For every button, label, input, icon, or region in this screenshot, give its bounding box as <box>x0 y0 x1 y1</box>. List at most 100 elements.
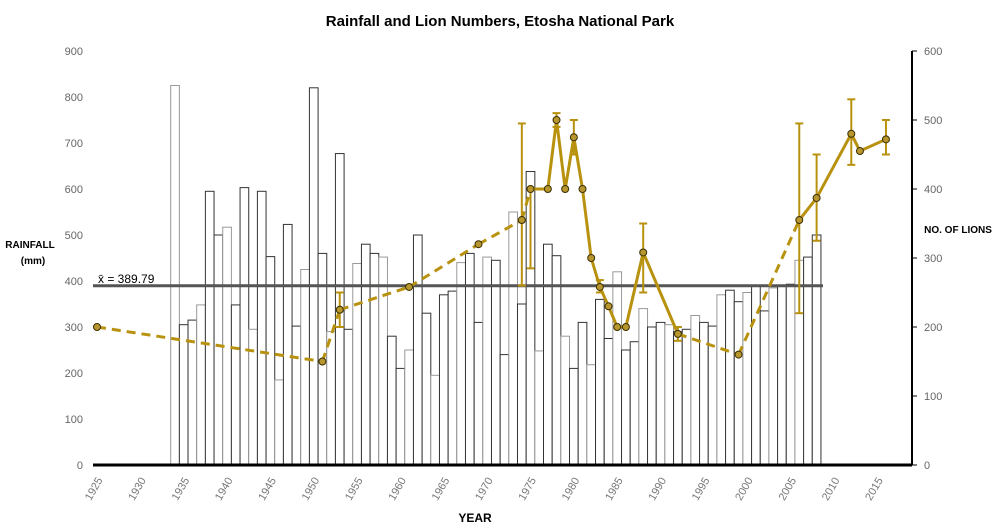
y-left-tick-label: 100 <box>65 414 83 426</box>
lion-point <box>552 116 561 124</box>
lion-line-segment <box>624 252 645 328</box>
rainfall-bar <box>178 324 189 466</box>
y-left-unit: (mm) <box>21 256 45 267</box>
x-tick-label: 1940 <box>213 476 236 503</box>
x-tick-label: 1930 <box>126 476 149 503</box>
rainfall-bar <box>595 298 605 466</box>
lion-line-segment <box>408 242 480 289</box>
rainfall-bar <box>733 301 744 466</box>
rainfall-bar <box>360 243 371 466</box>
rainfall-bar <box>352 263 362 466</box>
lion-line-segment <box>641 251 680 335</box>
rainfall-bar <box>204 190 215 466</box>
x-tick-label: 1995 <box>690 476 713 503</box>
rainfall-bar <box>655 321 666 466</box>
y-right-tick-label: 0 <box>924 460 930 472</box>
y-left-tick-label: 900 <box>65 46 83 58</box>
lion-point <box>795 216 804 225</box>
x-tick-label: 1985 <box>603 476 626 503</box>
rainfall-bar <box>690 315 701 466</box>
rainfall-bar <box>543 243 553 466</box>
rainfall-bar <box>785 283 796 466</box>
lion-point <box>621 323 630 331</box>
rainfall-bar <box>239 187 250 466</box>
y-right-label: NO. OF LIONS <box>924 225 992 236</box>
x-tick-label: 1960 <box>386 476 409 503</box>
x-tick-label: 1990 <box>647 476 670 503</box>
rainfall-bar <box>577 321 588 466</box>
lion-point <box>543 185 552 193</box>
lion-point <box>474 240 483 249</box>
lion-point <box>93 323 101 331</box>
rainfall-bar <box>621 349 631 466</box>
rainfall-bar <box>291 325 302 466</box>
rainfall-bar <box>170 85 180 466</box>
x-tick-label: 1945 <box>256 476 279 503</box>
lion-point <box>561 185 570 193</box>
y-left-tick-label: 300 <box>65 322 83 334</box>
lion-point <box>517 216 526 225</box>
lion-line-segment <box>798 197 818 221</box>
y-right-tick-label: 500 <box>924 115 942 127</box>
rainfall-bar <box>638 308 649 466</box>
lion-point <box>855 147 864 156</box>
x-tick-label: 1950 <box>300 476 323 503</box>
rainfall-bar <box>664 324 675 466</box>
rainfall-bar <box>560 335 571 466</box>
y-left-tick-label: 700 <box>65 138 83 150</box>
lion-line-segment <box>589 257 602 288</box>
x-tick-label: 1955 <box>343 476 366 503</box>
rainfall-bar <box>456 262 466 466</box>
x-tick-label: 2005 <box>777 476 800 503</box>
y-left-tick-label: 600 <box>65 184 83 196</box>
rainfall-bar <box>811 234 822 466</box>
rainfall-bar <box>490 259 501 466</box>
lion-point <box>335 305 344 314</box>
rainfall-bar <box>681 328 692 466</box>
rainfall-bar <box>404 349 414 466</box>
lion-point <box>881 135 890 144</box>
y-left-tick-label: 200 <box>65 368 83 380</box>
rainfall-bar <box>629 341 640 466</box>
rainfall-bar <box>421 312 432 466</box>
y-right-tick-label: 600 <box>924 46 942 58</box>
rainfall-bar <box>343 328 354 466</box>
x-tick-label: 1935 <box>170 476 193 503</box>
lion-point <box>405 282 414 291</box>
rainfall-bar <box>438 294 449 466</box>
rainfall-bar <box>673 331 683 466</box>
x-tick-label: 2000 <box>733 476 756 503</box>
lion-line-segment <box>520 188 532 221</box>
rainfall-bar <box>395 367 406 466</box>
rainfall-bar <box>230 304 241 466</box>
rainfall-bar <box>768 287 779 466</box>
rainfall-bar <box>326 331 336 466</box>
rainfall-bar <box>447 290 458 466</box>
rainfall-bar <box>378 256 388 466</box>
rainfall-bar <box>213 234 224 466</box>
rainfall-bar <box>499 354 510 466</box>
lion-line-segment <box>737 219 801 356</box>
rainfall-bar <box>282 223 293 466</box>
lion-line-segment <box>555 119 567 190</box>
lion-point <box>604 302 613 311</box>
x-tick-label: 1975 <box>516 476 539 503</box>
rainfall-bar <box>647 326 657 466</box>
rainfall-bar <box>430 374 440 466</box>
lion-point <box>587 254 596 262</box>
lion-line-segment <box>572 137 584 190</box>
rainfall-bar <box>274 379 284 466</box>
rainfall-bar <box>473 321 484 466</box>
lion-line-segment <box>477 218 523 246</box>
lion-line-segment <box>859 137 887 153</box>
x-tick-label: 2015 <box>863 476 886 503</box>
rainfall-bar <box>803 256 813 466</box>
lion-point <box>578 185 587 193</box>
y-left-tick-label: 400 <box>65 276 83 288</box>
y-right-tick-label: 200 <box>924 322 942 334</box>
lion-line-segment <box>546 119 558 190</box>
rainfall-bar <box>725 289 735 466</box>
lion-point <box>569 133 578 142</box>
rainfall-bar <box>742 292 753 466</box>
